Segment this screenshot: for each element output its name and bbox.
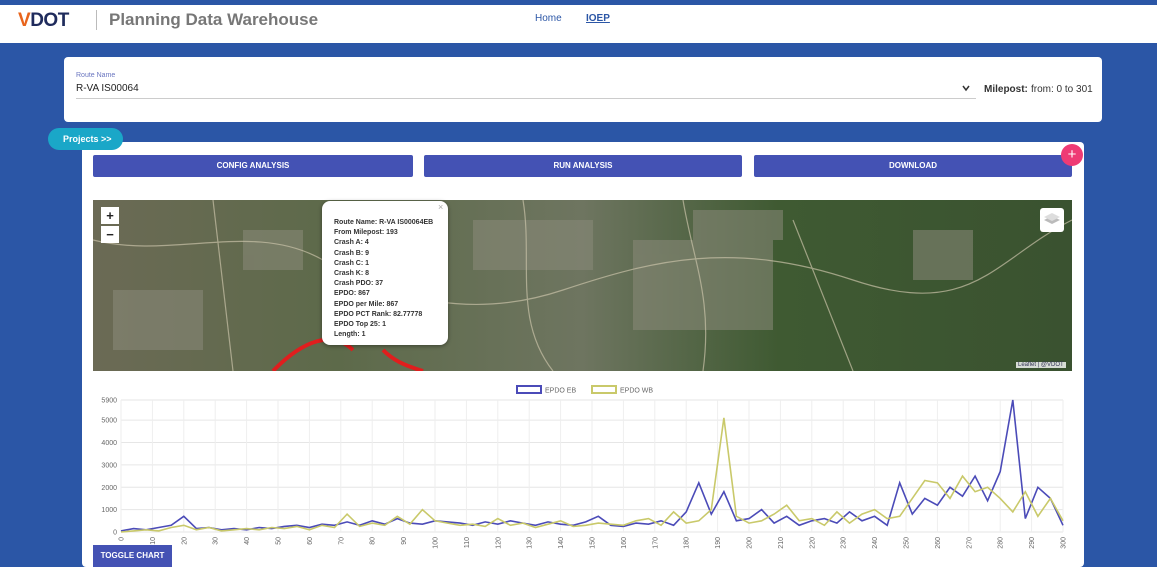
y-tick-label: 1000 bbox=[101, 507, 117, 514]
x-tick-label: 50 bbox=[276, 537, 283, 545]
add-button[interactable]: + bbox=[1061, 144, 1083, 166]
y-tick-label: 5900 bbox=[101, 398, 117, 405]
y-tick-label: 5000 bbox=[101, 418, 117, 425]
logo[interactable]: VDOT bbox=[18, 10, 69, 32]
popup-line: EPDO: 867 bbox=[334, 289, 433, 299]
popup-line: Crash B: 9 bbox=[334, 249, 433, 259]
chart: 0 1000 2000 3000 4000 5000 5900 0 10 20 30 40 50 60 70… bbox=[93, 380, 1073, 567]
y-tick-label: 3000 bbox=[101, 462, 117, 469]
x-tick-label: 260 bbox=[935, 537, 942, 549]
app-title: Planning Data Warehouse bbox=[109, 10, 318, 30]
popup-line: EPDO PCT Rank: 82.77778 bbox=[334, 310, 433, 320]
route-card: Route Name R-VA IS00064 Milepost: from: … bbox=[64, 57, 1102, 122]
x-tick-label: 180 bbox=[684, 537, 691, 549]
dropdown-caret[interactable] bbox=[962, 84, 970, 92]
page: VDOT Planning Data Warehouse Home IOEP R… bbox=[0, 0, 1157, 567]
milepost-value: from: 0 to 301 bbox=[1031, 84, 1093, 95]
map-attribution: Leaflet | @VDOT bbox=[1016, 362, 1066, 368]
popup-line: From Milepost: 193 bbox=[334, 228, 433, 238]
milepost-label: Milepost: bbox=[984, 84, 1028, 95]
run-button[interactable]: RUN ANALYSIS bbox=[424, 155, 742, 177]
download-button[interactable]: DOWNLOAD bbox=[754, 155, 1072, 177]
x-tick-label: 20 bbox=[181, 537, 188, 545]
popup-close[interactable]: × bbox=[438, 202, 443, 212]
separator bbox=[96, 10, 97, 30]
x-tick-label: 250 bbox=[904, 537, 911, 549]
nav-link[interactable]: IOEP bbox=[586, 13, 610, 24]
x-tick-label: 80 bbox=[370, 537, 377, 545]
route-select[interactable]: R-VA IS00064 bbox=[76, 83, 139, 94]
config-button[interactable]: CONFIG ANALYSIS bbox=[93, 155, 413, 177]
y-tick-label: 4000 bbox=[101, 440, 117, 447]
legend-label: EPDO EB bbox=[545, 388, 576, 395]
x-tick-label: 110 bbox=[464, 537, 471, 548]
x-tick-label: 30 bbox=[213, 537, 220, 545]
x-tick-label: 280 bbox=[998, 537, 1005, 549]
legend-swatch bbox=[592, 386, 616, 393]
popup-line: Route Name: R-VA IS00064EB bbox=[334, 218, 433, 228]
x-tick-label: 300 bbox=[1061, 537, 1068, 549]
x-tick-label: 210 bbox=[778, 537, 785, 549]
x-tick-label: 160 bbox=[621, 537, 628, 549]
legend-label: EPDO WB bbox=[620, 388, 653, 395]
x-tick-label: 220 bbox=[809, 537, 816, 549]
x-tick-label: 150 bbox=[590, 537, 597, 549]
zoom-out[interactable]: − bbox=[101, 226, 119, 243]
x-tick-label: 100 bbox=[433, 537, 440, 549]
projects-tab[interactable]: Projects >> bbox=[48, 128, 123, 150]
y-tick-label: 2000 bbox=[101, 485, 117, 492]
x-tick-label: 10 bbox=[150, 537, 157, 545]
popup-line: EPDO per Mile: 867 bbox=[334, 300, 433, 310]
x-tick-label: 270 bbox=[966, 537, 973, 549]
popup-line: Length: 1 bbox=[334, 330, 433, 340]
popup-line: EPDO Top 25: 1 bbox=[334, 320, 433, 330]
y-tick-label: 0 bbox=[113, 530, 117, 537]
map[interactable] bbox=[93, 200, 1072, 371]
legend-swatch bbox=[517, 386, 541, 393]
x-tick-label: 0 bbox=[119, 537, 126, 541]
x-tick-label: 90 bbox=[401, 537, 408, 545]
popup-line: Crash PDO: 37 bbox=[334, 279, 433, 289]
x-tick-label: 70 bbox=[338, 537, 345, 545]
x-tick-label: 40 bbox=[244, 537, 251, 545]
toggle-chart-button[interactable]: TOGGLE CHART bbox=[93, 545, 172, 567]
x-tick-label: 200 bbox=[747, 537, 754, 549]
x-tick-label: 240 bbox=[872, 537, 879, 549]
x-tick-label: 290 bbox=[1029, 537, 1036, 549]
route-label: Route Name bbox=[76, 72, 115, 79]
x-tick-label: 190 bbox=[715, 537, 722, 549]
nav-link[interactable]: Home bbox=[535, 13, 562, 24]
popup-line: Crash K: 8 bbox=[334, 269, 433, 279]
x-tick-label: 170 bbox=[652, 537, 659, 549]
x-tick-label: 140 bbox=[558, 537, 565, 549]
x-tick-label: 60 bbox=[307, 537, 314, 545]
popup-line: Crash C: 1 bbox=[334, 259, 433, 269]
zoom-in[interactable]: + bbox=[101, 207, 119, 224]
x-tick-label: 120 bbox=[495, 537, 502, 549]
layers-control[interactable] bbox=[1040, 208, 1064, 232]
x-tick-label: 130 bbox=[527, 537, 534, 549]
popup-line: Crash A: 4 bbox=[334, 238, 433, 248]
underline bbox=[76, 98, 976, 99]
x-tick-label: 230 bbox=[841, 537, 848, 549]
